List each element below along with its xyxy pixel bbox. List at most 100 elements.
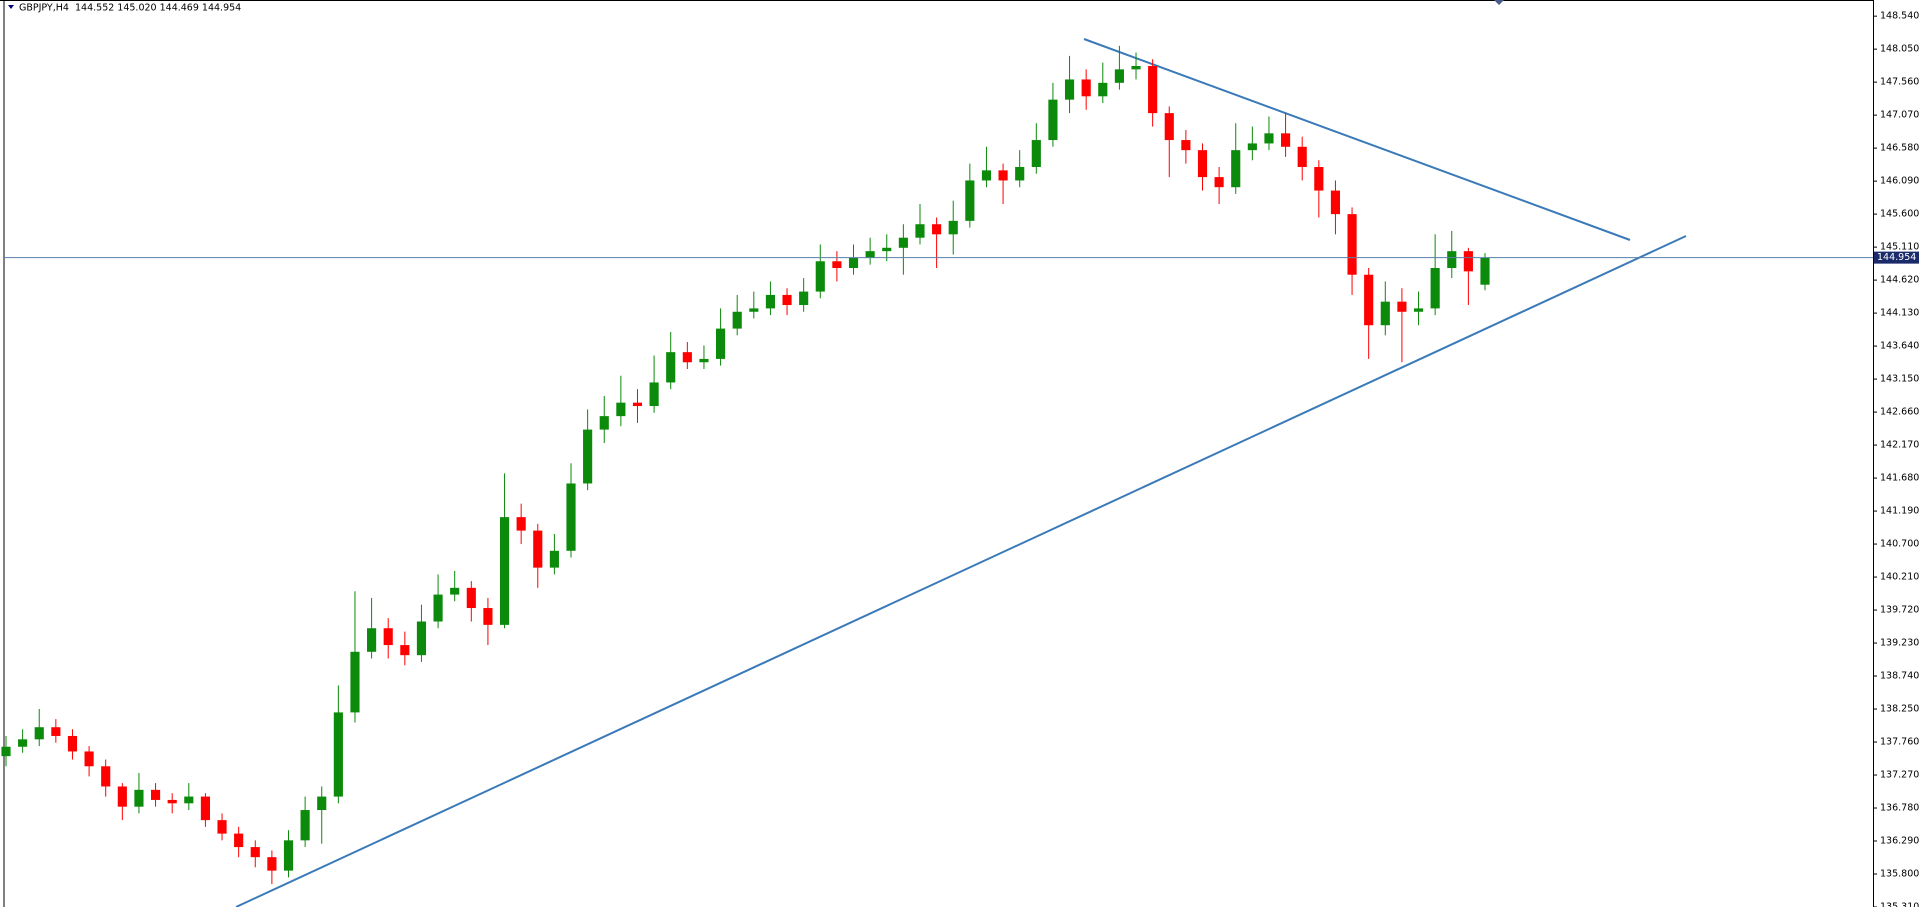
- candle-body: [948, 220, 958, 235]
- candle-body: [1048, 99, 1058, 141]
- candle-body: [499, 517, 510, 625]
- y-tick-label: 141.680: [1880, 473, 1919, 484]
- candle-body: [1330, 190, 1341, 215]
- y-tick-label: 135.310: [1880, 902, 1919, 907]
- y-tick-label: 146.090: [1880, 176, 1919, 187]
- candle-body: [1281, 133, 1291, 147]
- candle-body: [134, 789, 144, 807]
- y-tick-label: 144.130: [1880, 308, 1919, 319]
- candle-body: [317, 796, 327, 811]
- candle-body: [34, 727, 44, 740]
- candle-body: [799, 291, 809, 306]
- candle-body: [699, 358, 709, 363]
- candle-body: [898, 237, 908, 248]
- candle-body: [932, 224, 942, 235]
- y-tick-label: 145.110: [1880, 242, 1919, 253]
- y-tick-label: 139.230: [1880, 638, 1919, 649]
- menu-arrow[interactable]: [8, 5, 14, 9]
- candle-body: [1148, 65, 1158, 114]
- y-tick-label: 146.580: [1880, 143, 1919, 154]
- candle-body: [333, 712, 343, 797]
- y-tick-label: 142.660: [1880, 407, 1919, 418]
- y-tick-label: 140.700: [1880, 539, 1919, 550]
- support-trendline[interactable]: [235, 235, 1687, 907]
- candle-body: [1081, 79, 1091, 97]
- candle-body: [549, 550, 559, 568]
- candle-body: [1214, 177, 1224, 188]
- candle-body: [882, 247, 892, 252]
- y-tick-label: 144.620: [1880, 275, 1919, 286]
- candle-body: [84, 751, 94, 767]
- candle-body: [516, 517, 526, 531]
- y-tick-label: 138.250: [1880, 704, 1919, 715]
- candle-body: [400, 645, 410, 656]
- candle-body: [616, 402, 626, 417]
- candle-body: [1430, 267, 1440, 309]
- candle-body: [1347, 214, 1357, 275]
- y-tick-label: 143.150: [1880, 374, 1919, 385]
- y-tick-label: 139.720: [1880, 605, 1919, 616]
- candle-body: [1015, 166, 1025, 181]
- y-tick-label: 135.800: [1880, 869, 1919, 880]
- candle-body: [383, 628, 393, 646]
- candle-body: [1297, 146, 1307, 167]
- candle-body: [51, 727, 61, 736]
- y-tick-label: 142.170: [1880, 440, 1919, 451]
- candle-body: [981, 170, 992, 181]
- candle-body: [450, 587, 460, 595]
- candle-body: [18, 739, 28, 747]
- candle-body: [782, 294, 792, 306]
- candle-body: [283, 840, 294, 871]
- candle-body: [732, 311, 742, 329]
- y-tick-label: 147.070: [1880, 110, 1919, 121]
- y-tick-label: 148.050: [1880, 44, 1919, 55]
- candle-body: [599, 416, 609, 430]
- candle-body: [1480, 257, 1490, 285]
- candle-body: [67, 735, 78, 752]
- y-tick-label: 138.740: [1880, 671, 1919, 682]
- candle-body: [1314, 166, 1324, 191]
- candle-body: [1, 746, 11, 757]
- candle-body: [1463, 251, 1473, 272]
- current-price-box: [1874, 251, 1919, 264]
- candle-body: [666, 352, 676, 383]
- candle-body: [1098, 82, 1108, 97]
- candle-body: [998, 170, 1008, 181]
- y-tick-label: 140.210: [1880, 572, 1919, 583]
- candle-body: [101, 766, 111, 787]
- resistance-trendline[interactable]: [1083, 38, 1631, 241]
- candle-body: [649, 382, 659, 407]
- candle-body: [765, 294, 775, 309]
- candle-body: [1247, 143, 1257, 151]
- y-tick-label: 136.290: [1880, 836, 1919, 847]
- candle-body: [1364, 274, 1374, 326]
- candle-body: [1131, 65, 1141, 70]
- candle-body: [965, 180, 975, 221]
- candle-body: [367, 628, 377, 652]
- candle-body: [1181, 140, 1191, 151]
- y-tick-label: 147.560: [1880, 77, 1919, 88]
- candle-body: [583, 429, 593, 484]
- candle-body: [1031, 140, 1041, 167]
- current-price-label: 144.954: [1877, 252, 1916, 263]
- candle-body: [1164, 113, 1174, 141]
- candle-body: [234, 833, 244, 848]
- candle-body: [1231, 150, 1241, 188]
- y-tick-label: 137.760: [1880, 737, 1919, 748]
- y-tick-label: 143.640: [1880, 341, 1919, 352]
- candle-body: [716, 328, 726, 359]
- candle-body: [167, 799, 177, 804]
- candle-body: [217, 820, 227, 834]
- y-tick-label: 141.190: [1880, 506, 1919, 517]
- candle-body: [1413, 308, 1424, 312]
- candle-body: [184, 796, 194, 804]
- candle-body: [466, 587, 476, 609]
- candle-body: [865, 251, 875, 258]
- candle-body: [1197, 150, 1208, 178]
- candle-body: [200, 796, 210, 821]
- candle-body: [566, 483, 576, 551]
- candle-body: [815, 261, 825, 292]
- y-tick-label: 148.540: [1880, 11, 1919, 22]
